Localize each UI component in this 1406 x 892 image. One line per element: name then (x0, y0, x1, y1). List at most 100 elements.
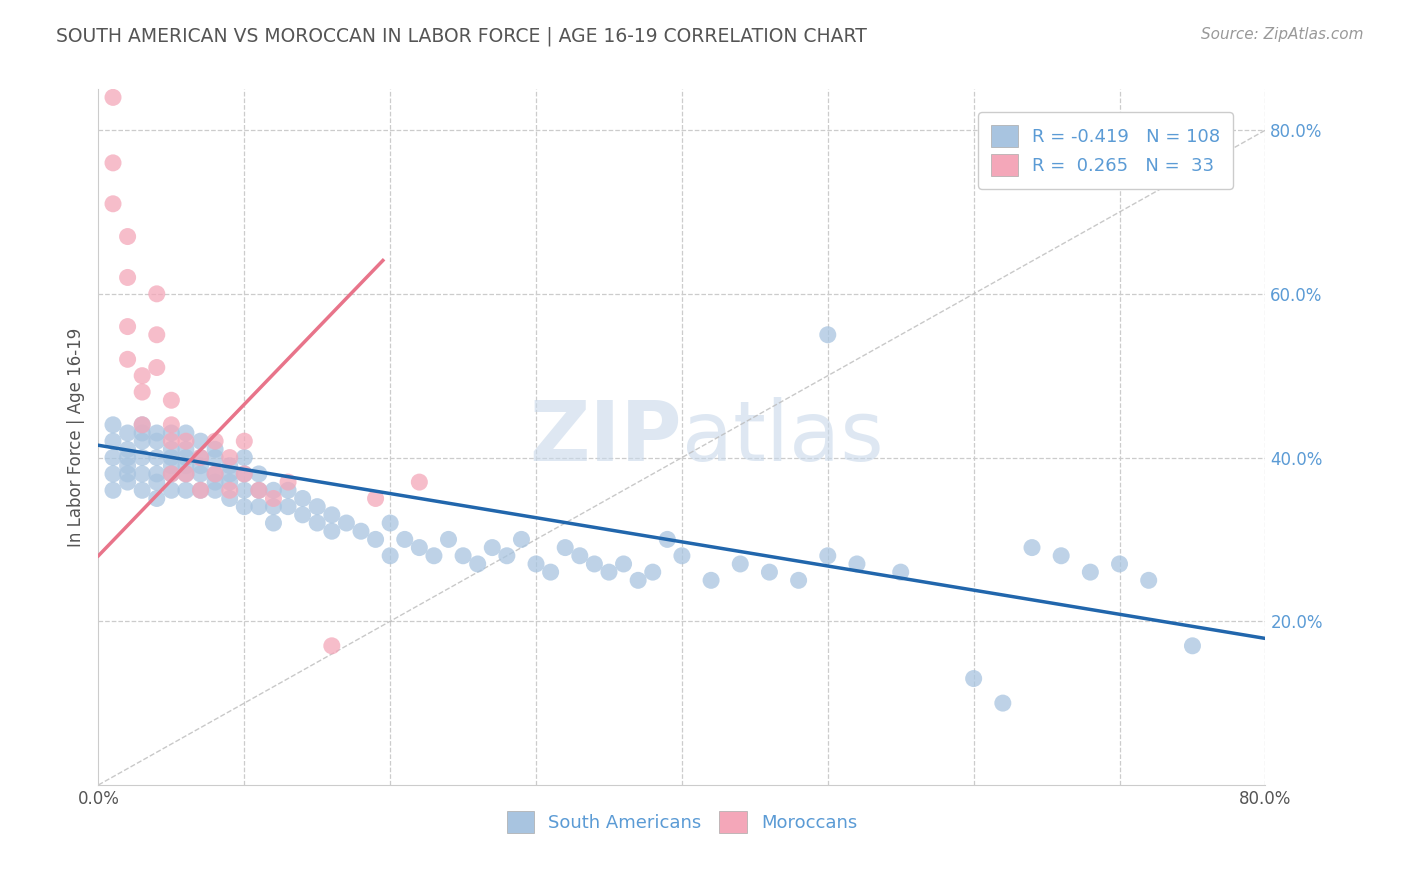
Point (291, 491, 314, 506)
Point (117, 475, 139, 489)
Point (146, 434, 169, 449)
Point (598, 565, 620, 579)
Point (146, 425, 169, 440)
Point (467, 557, 489, 571)
Point (817, 549, 839, 563)
Point (204, 467, 226, 481)
Point (131, 417, 153, 432)
Point (101, 434, 124, 449)
Point (204, 450, 226, 465)
Point (1050, 549, 1073, 563)
Point (101, 90, 124, 104)
Point (190, 467, 212, 481)
Point (146, 475, 169, 489)
Text: atlas: atlas (682, 397, 883, 477)
Point (350, 524, 373, 539)
Point (451, 549, 474, 563)
Point (117, 319, 139, 334)
Point (671, 549, 693, 563)
Point (233, 483, 256, 498)
Point (190, 483, 212, 498)
Point (233, 434, 256, 449)
Point (160, 467, 183, 481)
Point (554, 541, 576, 555)
Point (846, 557, 869, 571)
Point (496, 549, 519, 563)
Point (131, 425, 153, 440)
Point (101, 450, 124, 465)
Point (160, 417, 183, 432)
Point (380, 549, 402, 563)
Point (117, 270, 139, 285)
Point (1137, 574, 1160, 588)
Point (481, 541, 503, 555)
Point (117, 442, 139, 457)
Point (117, 229, 139, 244)
Point (291, 508, 314, 522)
Point (700, 574, 723, 588)
Text: Source: ZipAtlas.com: Source: ZipAtlas.com (1201, 27, 1364, 42)
Point (218, 475, 240, 489)
Point (627, 574, 650, 588)
Point (247, 483, 270, 498)
Point (174, 425, 197, 440)
Point (583, 557, 606, 571)
Point (146, 360, 169, 375)
Point (160, 458, 183, 473)
Text: SOUTH AMERICAN VS MOROCCAN IN LABOR FORCE | AGE 16-19 CORRELATION CHART: SOUTH AMERICAN VS MOROCCAN IN LABOR FORC… (56, 27, 868, 46)
Legend: South Americans, Moroccans: South Americans, Moroccans (494, 798, 870, 846)
Point (612, 557, 634, 571)
Point (307, 500, 329, 514)
Point (131, 467, 153, 481)
Point (190, 483, 212, 498)
Point (380, 516, 402, 530)
Point (758, 565, 780, 579)
Point (146, 286, 169, 301)
Point (233, 450, 256, 465)
Point (101, 156, 124, 170)
Point (146, 450, 169, 465)
Point (117, 458, 139, 473)
Point (991, 696, 1014, 710)
Point (146, 491, 169, 506)
Point (1181, 639, 1204, 653)
Point (307, 516, 329, 530)
Point (101, 417, 124, 432)
Text: ZIP: ZIP (530, 397, 682, 477)
Point (730, 557, 752, 571)
Point (204, 467, 226, 481)
Point (190, 450, 212, 465)
Point (321, 524, 343, 539)
Point (131, 368, 153, 383)
Point (146, 327, 169, 342)
Point (131, 483, 153, 498)
Point (364, 491, 387, 506)
Point (247, 467, 270, 481)
Point (1080, 565, 1102, 579)
Point (190, 434, 212, 449)
Point (204, 434, 226, 449)
Point (277, 500, 299, 514)
Point (101, 196, 124, 211)
Point (204, 483, 226, 498)
Point (174, 467, 197, 481)
Point (364, 533, 387, 547)
Point (247, 483, 270, 498)
Point (218, 491, 240, 506)
Point (233, 467, 256, 481)
Point (408, 475, 430, 489)
Point (131, 434, 153, 449)
Point (190, 458, 212, 473)
Point (190, 450, 212, 465)
Point (218, 483, 240, 498)
Point (174, 434, 197, 449)
Point (174, 458, 197, 473)
Point (218, 450, 240, 465)
Point (131, 450, 153, 465)
Point (160, 450, 183, 465)
Point (218, 467, 240, 481)
Point (117, 467, 139, 481)
Point (787, 574, 810, 588)
Point (262, 491, 284, 506)
Point (321, 639, 343, 653)
